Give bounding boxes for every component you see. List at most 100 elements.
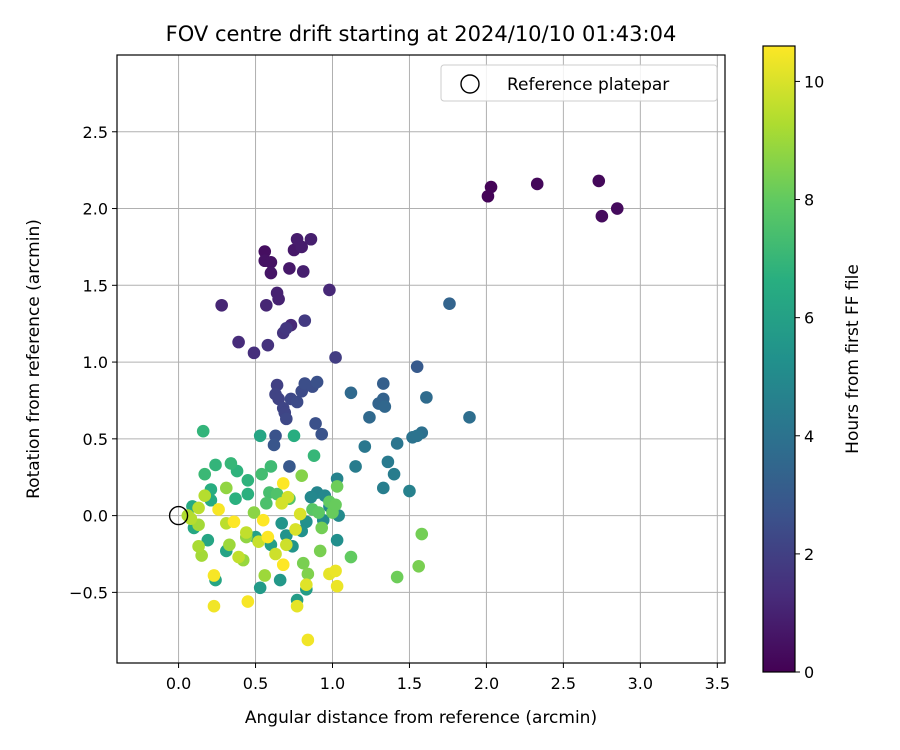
data-point [219, 481, 233, 495]
data-point [390, 570, 404, 584]
data-point [592, 174, 606, 188]
data-point [309, 417, 322, 430]
data-point [610, 202, 624, 215]
data-point [329, 351, 342, 364]
data-point [224, 457, 238, 470]
data-point [358, 440, 372, 453]
reference-point-marker [168, 505, 189, 526]
data-point [261, 530, 275, 544]
data-point [463, 411, 476, 424]
data-point [280, 529, 293, 542]
data-point [253, 581, 267, 595]
data-point [330, 533, 344, 547]
y-tick-label: −0.5 [69, 583, 108, 602]
data-point [280, 538, 293, 552]
y-tick-label: 1.5 [83, 276, 108, 295]
y-tick-label: 1.0 [83, 353, 108, 372]
plot-frame [116, 54, 726, 664]
data-point [410, 360, 424, 373]
data-point [295, 240, 309, 254]
data-point [260, 298, 273, 312]
data-point [247, 346, 261, 360]
data-point [443, 297, 456, 311]
data-point [290, 599, 304, 613]
data-point [296, 265, 310, 278]
data-point [329, 498, 342, 512]
data-point [330, 480, 344, 493]
data-point [403, 484, 416, 498]
data-point [301, 567, 315, 581]
data-point [295, 469, 309, 482]
data-point [298, 314, 312, 327]
data-point [276, 558, 290, 572]
data-point [258, 569, 272, 582]
data-point [232, 550, 245, 564]
data-point [410, 429, 424, 443]
data-point [289, 523, 302, 536]
y-axis-ticks: −0.5 0.0 0.5 1.0 1.5 2.0 2.5 [69, 123, 117, 602]
data-point [209, 458, 222, 472]
data-point [241, 473, 255, 487]
y-axis-label: Rotation from reference (arcmin) [24, 219, 44, 499]
data-point [310, 375, 324, 389]
data-point [344, 386, 358, 400]
data-point [192, 540, 205, 553]
data-point [247, 506, 261, 519]
data-point [344, 550, 358, 564]
data-point [315, 521, 329, 535]
x-tick-label: 2.5 [551, 674, 576, 693]
data-point [287, 429, 301, 443]
colorbar-gradient [762, 45, 796, 673]
data-point [239, 526, 253, 539]
grid-lines [117, 55, 725, 663]
x-axis-label: Angular distance from reference (arcmin) [245, 708, 597, 728]
data-point [207, 599, 221, 613]
data-point [273, 573, 287, 587]
data-point [330, 579, 344, 593]
data-point [390, 437, 404, 450]
data-point [283, 460, 296, 473]
data-point [280, 412, 293, 426]
data-point [253, 429, 267, 443]
data-point [192, 501, 205, 515]
data-point [381, 455, 395, 469]
x-axis-ticks: 0.0 0.5 1.0 1.5 2.0 2.5 3.0 3.5 [166, 663, 730, 693]
x-tick-label: 0.0 [166, 674, 191, 693]
data-point [387, 467, 401, 481]
data-point [363, 411, 376, 424]
data-point [376, 481, 390, 495]
data-point [264, 255, 278, 269]
data-point [258, 245, 272, 258]
colorbar-tick-label: 8 [804, 191, 814, 210]
data-point [229, 492, 242, 506]
data-point [293, 507, 307, 521]
y-tick-label: 0.5 [83, 430, 108, 449]
data-point [269, 547, 282, 561]
data-point [280, 321, 293, 335]
data-point [256, 513, 270, 527]
data-point [261, 338, 275, 352]
data-point [241, 595, 255, 608]
x-tick-label: 1.5 [397, 674, 422, 693]
data-point [227, 515, 241, 529]
x-tick-label: 0.5 [243, 674, 268, 693]
data-point [196, 424, 210, 438]
data-point [275, 497, 288, 510]
data-point [378, 400, 392, 413]
data-points [181, 174, 624, 647]
chart-title: FOV centre drift starting at 2024/10/10 … [166, 22, 677, 46]
x-tick-label: 2.0 [474, 674, 499, 693]
data-point [301, 633, 315, 647]
data-point [212, 503, 225, 516]
data-point [276, 477, 290, 490]
x-tick-label: 1.0 [320, 674, 345, 693]
colorbar-tick-label: 2 [804, 545, 814, 564]
data-point [283, 262, 296, 275]
colorbar: 0 2 4 6 8 10 Hours from first FF file [762, 45, 863, 682]
data-point [223, 538, 236, 552]
colorbar-tick-label: 10 [804, 72, 824, 91]
data-point [376, 377, 390, 390]
legend-entry-reference: Reference platepar [507, 75, 669, 95]
x-tick-label: 3.5 [705, 674, 730, 693]
